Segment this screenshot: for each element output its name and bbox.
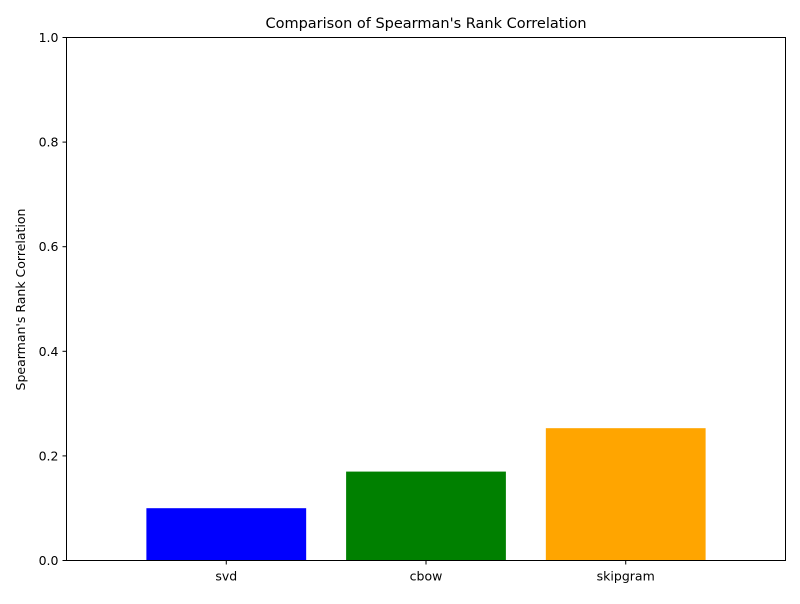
y-tick-label: 0.0 [39, 553, 59, 568]
y-tick-label: 0.8 [39, 135, 59, 150]
x-tick-label: cbow [410, 569, 443, 584]
x-tick-label: svd [215, 569, 237, 584]
y-tick-label: 0.6 [39, 239, 59, 254]
y-tick-label: 0.4 [39, 344, 59, 359]
chart-title: Comparison of Spearman's Rank Correlatio… [265, 16, 586, 32]
plot-frame [66, 37, 786, 561]
y-axis-label: Spearman's Rank Correlation [13, 209, 28, 391]
bar-svd [146, 508, 307, 561]
bar-cbow [346, 471, 506, 561]
x-axis: svd cbow skipgram [215, 560, 655, 584]
x-tick-label: skipgram [597, 569, 655, 584]
y-axis: 0.0 0.2 0.4 0.6 0.8 1.0 [39, 30, 67, 568]
bars-layer [146, 428, 706, 561]
y-tick-label: 1.0 [39, 30, 59, 45]
bar-skipgram [545, 428, 706, 561]
y-tick-label: 0.2 [39, 448, 59, 463]
